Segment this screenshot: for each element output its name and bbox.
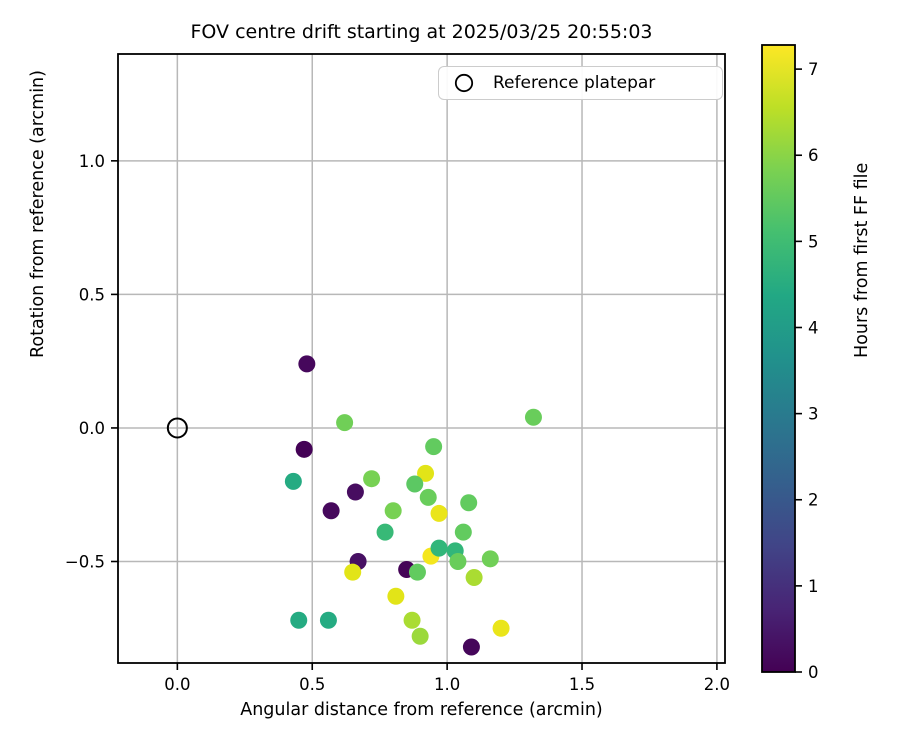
data-point [524, 408, 542, 426]
data-point [454, 523, 472, 541]
plot-border [117, 53, 726, 664]
colorbar-gradient [762, 45, 795, 672]
scatter-points [284, 355, 542, 656]
colorbar: 0 1 2 3 4 5 6 7 [761, 44, 819, 682]
colorbar-tick-label: 5 [808, 232, 819, 251]
data-point [465, 569, 483, 587]
data-point [284, 472, 302, 490]
colorbar-tick-label: 3 [808, 405, 819, 424]
data-point [411, 627, 429, 645]
y-tick-label: 0.0 [79, 419, 105, 438]
x-tick-label: 2.0 [704, 675, 730, 694]
data-point [403, 611, 421, 629]
y-tick-label: 1.0 [79, 152, 105, 171]
data-point [387, 587, 405, 605]
reference-platepar-point [166, 417, 188, 439]
data-point [298, 355, 316, 373]
colorbar-tick-label: 2 [808, 491, 819, 510]
data-point [363, 470, 381, 488]
data-point [406, 475, 424, 493]
data-point [492, 619, 510, 637]
colorbar-border [761, 44, 796, 673]
x-tick-label: 1.0 [434, 675, 460, 694]
data-point [322, 502, 340, 520]
x-tick-label: 0.0 [164, 675, 190, 694]
chart-title: FOV centre drift starting at 2025/03/25 … [190, 21, 653, 43]
data-point [430, 539, 448, 557]
legend: Reference platepar [438, 66, 723, 100]
colorbar-tick-label: 6 [808, 146, 819, 165]
y-tick-label: 0.5 [79, 285, 105, 304]
data-point [376, 523, 394, 541]
data-point [449, 553, 467, 570]
data-point [419, 488, 437, 506]
x-tick-label: 0.5 [299, 675, 325, 694]
data-point [290, 611, 308, 629]
data-point [425, 438, 443, 456]
reference-platepar-marker-icon [454, 73, 474, 93]
data-point [481, 550, 499, 568]
data-point [460, 494, 478, 512]
data-point [346, 483, 364, 501]
y-axis-ticks: 1.0 0.5 0.0 −0.5 [65, 152, 118, 572]
data-point [295, 440, 313, 458]
y-tick-label: −0.5 [65, 553, 105, 572]
x-axis-label: Angular distance from reference (arcmin) [240, 700, 603, 720]
x-axis-ticks: 0.0 0.5 1.0 1.5 2.0 [164, 663, 730, 694]
colorbar-tick-label: 7 [808, 60, 819, 79]
data-point [417, 464, 435, 482]
data-point [462, 638, 480, 656]
x-tick-label: 1.5 [569, 675, 595, 694]
colorbar-tick-label: 4 [808, 318, 819, 337]
colorbar-tick-label: 1 [808, 577, 819, 596]
data-point [319, 611, 337, 629]
data-point [408, 563, 426, 581]
data-point [430, 504, 448, 522]
colorbar-tick-label: 0 [808, 663, 819, 682]
data-point [344, 563, 362, 581]
data-point [384, 502, 402, 520]
data-point [336, 414, 354, 432]
legend-label: Reference platepar [493, 73, 656, 93]
